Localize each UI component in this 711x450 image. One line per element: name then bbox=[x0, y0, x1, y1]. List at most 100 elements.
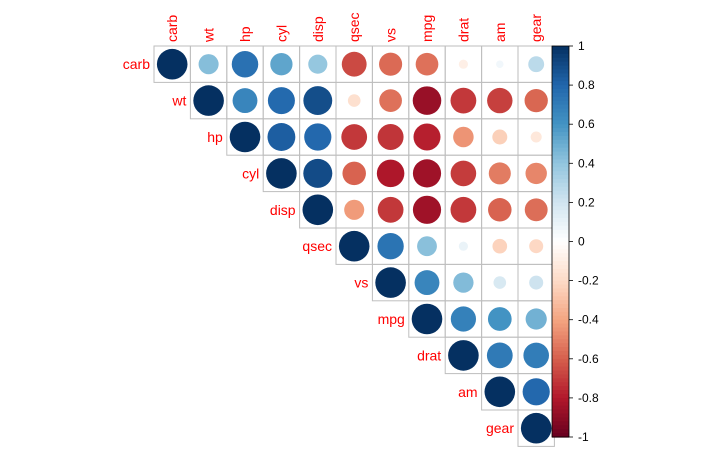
correlation-circle bbox=[232, 88, 258, 114]
legend-tick-label: -0.2 bbox=[578, 274, 599, 288]
legend-swatch bbox=[552, 112, 569, 117]
correlation-circle bbox=[496, 60, 504, 68]
legend-swatch bbox=[552, 124, 569, 129]
correlation-circle bbox=[458, 59, 468, 69]
correlation-circle bbox=[528, 56, 545, 73]
legend-swatch bbox=[552, 46, 569, 51]
legend-swatch bbox=[552, 268, 569, 274]
legend-swatch bbox=[552, 108, 569, 114]
correlation-circle bbox=[415, 52, 439, 76]
column-label: am bbox=[492, 23, 508, 42]
legend-swatch bbox=[552, 198, 569, 203]
correlation-circle bbox=[492, 129, 508, 145]
legend-swatch bbox=[552, 214, 569, 219]
legend-swatch bbox=[552, 128, 569, 133]
correlation-circle bbox=[525, 162, 547, 185]
legend-swatch bbox=[552, 65, 569, 71]
row-label: wt bbox=[171, 93, 186, 109]
legend-swatch bbox=[552, 182, 569, 188]
legend-swatch bbox=[552, 343, 569, 348]
legend-tick-label: 0.4 bbox=[578, 156, 595, 170]
legend-swatch bbox=[552, 405, 569, 411]
column-label: disp bbox=[310, 16, 326, 42]
correlation-circle bbox=[453, 272, 474, 293]
legend-swatch bbox=[552, 366, 569, 372]
column-label: gear bbox=[528, 14, 544, 42]
row-label: disp bbox=[270, 202, 296, 218]
legend-swatch bbox=[552, 81, 569, 86]
legend-swatch bbox=[552, 237, 569, 243]
legend-tick-label: 0.6 bbox=[578, 117, 595, 131]
legend-swatch bbox=[552, 347, 569, 352]
legend-swatch bbox=[552, 171, 569, 176]
legend-swatch bbox=[552, 413, 569, 419]
correlation-circle bbox=[529, 275, 544, 290]
row-label: hp bbox=[207, 129, 223, 145]
legend-tick-label: 0.8 bbox=[578, 78, 595, 92]
legend-swatch bbox=[552, 155, 569, 160]
legend-swatch bbox=[552, 327, 569, 333]
correlation-circle bbox=[347, 94, 361, 107]
legend-swatch bbox=[552, 296, 569, 301]
legend-swatch bbox=[552, 304, 569, 309]
correlation-circle bbox=[193, 85, 224, 116]
column-label: cyl bbox=[273, 25, 289, 42]
legend-tick-label: -1 bbox=[578, 430, 589, 444]
correlation-circle bbox=[229, 121, 261, 153]
legend-swatch bbox=[552, 378, 569, 383]
legend-swatch bbox=[552, 57, 569, 63]
legend-swatch bbox=[552, 315, 569, 321]
legend-swatch bbox=[552, 382, 569, 387]
column-label: drat bbox=[455, 18, 471, 42]
correlation-circle bbox=[450, 160, 477, 187]
correlation-circle bbox=[450, 87, 477, 114]
correlation-circle bbox=[341, 51, 367, 77]
legend-swatch bbox=[552, 190, 569, 196]
legend-swatch bbox=[552, 96, 569, 102]
column-label: hp bbox=[237, 26, 253, 42]
legend-swatch bbox=[552, 257, 569, 262]
correlation-circle bbox=[412, 195, 442, 224]
column-label: qsec bbox=[346, 12, 362, 42]
correlation-circle bbox=[458, 241, 468, 251]
legend-swatch bbox=[552, 167, 569, 172]
correlation-circle bbox=[156, 48, 188, 80]
legend-swatch bbox=[552, 143, 569, 149]
legend-swatch bbox=[552, 433, 569, 438]
legend-swatch bbox=[552, 374, 569, 379]
legend-swatch bbox=[552, 354, 569, 360]
correlation-circle bbox=[413, 123, 441, 151]
legend-swatch bbox=[552, 147, 569, 153]
legend-swatch bbox=[552, 276, 569, 282]
legend-swatch bbox=[552, 116, 569, 121]
column-label: carb bbox=[164, 15, 180, 42]
correlation-circle bbox=[267, 123, 296, 151]
legend-swatch bbox=[552, 264, 569, 270]
legend-swatch bbox=[552, 92, 569, 98]
correlation-circle bbox=[412, 159, 442, 188]
correlation-circle bbox=[375, 267, 406, 298]
correlation-circle bbox=[524, 198, 548, 222]
correlation-circle bbox=[411, 303, 443, 335]
legend-swatch bbox=[552, 272, 569, 278]
legend-tick-label: -0.4 bbox=[578, 313, 599, 327]
legend-swatch bbox=[552, 241, 569, 247]
column-label: wt bbox=[201, 28, 217, 43]
legend-swatch bbox=[552, 425, 569, 430]
correlation-circle bbox=[450, 196, 477, 223]
color-legend: -1 -0.8 -0.6 -0.4 -0.2 0 0.2 0.4 0.6 0.8 1 bbox=[551, 39, 599, 444]
row-label: carb bbox=[123, 56, 150, 72]
column-label: vs bbox=[383, 28, 399, 42]
correlation-circle bbox=[308, 54, 328, 74]
legend-swatch bbox=[552, 417, 569, 422]
correlation-circle bbox=[412, 86, 442, 115]
correlation-circle bbox=[302, 194, 334, 226]
legend-swatch bbox=[552, 53, 569, 59]
correlation-circle bbox=[488, 198, 512, 222]
column-labels: carb wt hp cyl disp qsec vs mpg drat am gear bbox=[164, 12, 544, 43]
correlation-circle bbox=[303, 86, 333, 116]
correlation-circle bbox=[453, 126, 474, 148]
legend-swatch bbox=[552, 429, 569, 434]
correlation-circle bbox=[379, 52, 403, 76]
